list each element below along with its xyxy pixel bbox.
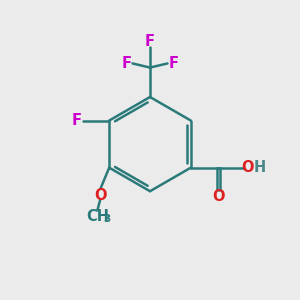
Text: 3: 3	[103, 214, 110, 224]
Text: O: O	[212, 189, 225, 204]
Text: H: H	[254, 160, 266, 175]
Text: CH: CH	[86, 209, 109, 224]
Text: F: F	[71, 113, 81, 128]
Text: O: O	[94, 188, 106, 203]
Text: F: F	[122, 56, 132, 71]
Text: F: F	[168, 56, 178, 71]
Text: F: F	[145, 34, 155, 49]
Text: O: O	[242, 160, 254, 175]
